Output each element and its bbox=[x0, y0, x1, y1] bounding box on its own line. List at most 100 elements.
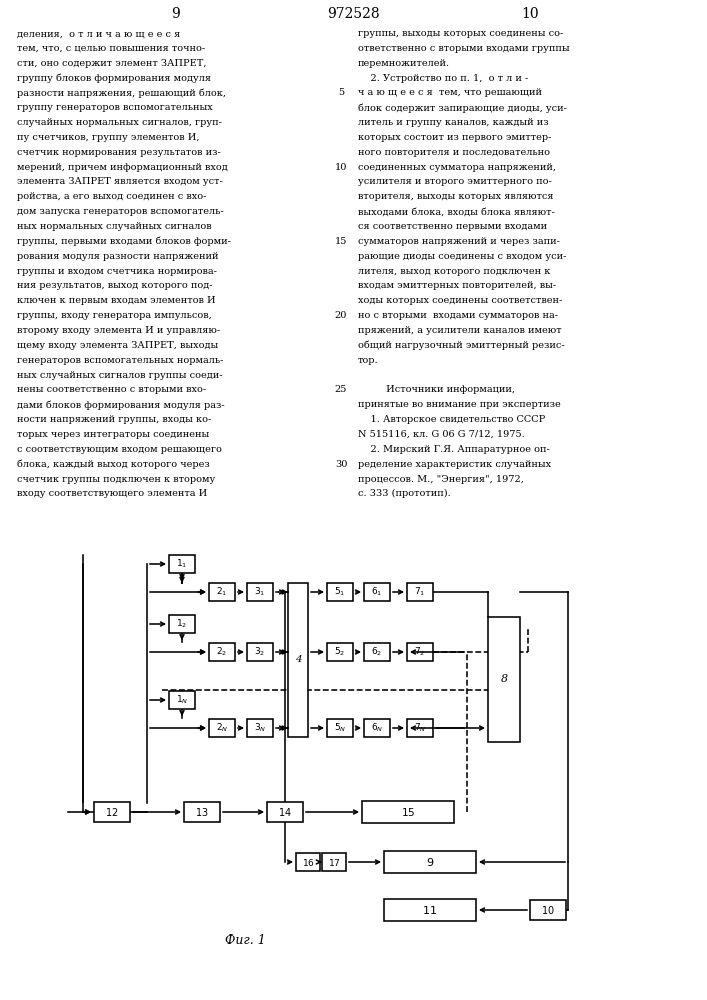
Text: 25: 25 bbox=[335, 385, 347, 394]
Text: рающие диоды соединены с входом уси-: рающие диоды соединены с входом уси- bbox=[358, 252, 566, 261]
Text: $16$: $16$ bbox=[302, 856, 315, 867]
Text: группы и входом счетчика нормирова-: группы и входом счетчика нормирова- bbox=[17, 267, 217, 276]
Bar bbox=[488, 617, 520, 742]
Text: 10: 10 bbox=[521, 7, 539, 21]
Text: ройства, а его выход соединен с вхо-: ройства, а его выход соединен с вхо- bbox=[17, 192, 206, 201]
Text: $6_N$: $6_N$ bbox=[370, 722, 383, 734]
Text: $2_2$: $2_2$ bbox=[216, 646, 228, 658]
Text: ных случайных сигналов группы соеди-: ных случайных сигналов группы соеди- bbox=[17, 371, 223, 380]
Text: ся соответственно первыми входами: ся соответственно первыми входами bbox=[358, 222, 547, 231]
Text: $1_N$: $1_N$ bbox=[176, 694, 188, 706]
Text: $6_2$: $6_2$ bbox=[371, 646, 382, 658]
Text: 4: 4 bbox=[295, 656, 301, 664]
Text: $10$: $10$ bbox=[541, 904, 555, 916]
Text: ч а ю щ е е с я  тем, что решающий: ч а ю щ е е с я тем, что решающий bbox=[358, 88, 542, 97]
Text: группы, входу генератора импульсов,: группы, входу генератора импульсов, bbox=[17, 311, 212, 320]
Text: с. 333 (прототип).: с. 333 (прототип). bbox=[358, 489, 451, 498]
Bar bbox=[407, 583, 433, 601]
Text: элемента ЗАПРЕТ является входом уст-: элемента ЗАПРЕТ является входом уст- bbox=[17, 178, 223, 186]
Text: генераторов вспомогательных нормаль-: генераторов вспомогательных нормаль- bbox=[17, 356, 223, 365]
Bar bbox=[209, 719, 235, 737]
Bar bbox=[384, 851, 476, 873]
Text: ключен к первым входам элементов И: ключен к первым входам элементов И bbox=[17, 296, 216, 305]
Text: $3_N$: $3_N$ bbox=[254, 722, 267, 734]
Bar bbox=[184, 802, 220, 822]
Text: $6_1$: $6_1$ bbox=[371, 586, 382, 598]
Text: блока, каждый выход которого через: блока, каждый выход которого через bbox=[17, 460, 210, 469]
Bar bbox=[169, 615, 195, 633]
Bar bbox=[209, 583, 235, 601]
Text: сумматоров напряжений и через запи-: сумматоров напряжений и через запи- bbox=[358, 237, 560, 246]
Text: входу соответствующего элемента И: входу соответствующего элемента И bbox=[17, 489, 207, 498]
Text: группу блоков формирования модуля: группу блоков формирования модуля bbox=[17, 74, 211, 83]
Bar bbox=[327, 643, 353, 661]
Text: щему входу элемента ЗАПРЕТ, выходы: щему входу элемента ЗАПРЕТ, выходы bbox=[17, 341, 218, 350]
Bar bbox=[247, 719, 273, 737]
Text: $1_2$: $1_2$ bbox=[176, 618, 187, 630]
Text: группу генераторов вспомогательных: группу генераторов вспомогательных bbox=[17, 103, 213, 112]
Text: входам эмиттерных повторителей, вы-: входам эмиттерных повторителей, вы- bbox=[358, 281, 556, 290]
Text: рования модуля разности напряжений: рования модуля разности напряжений bbox=[17, 252, 218, 261]
Text: принятые во внимание при экспертизе: принятые во внимание при экспертизе bbox=[358, 400, 561, 409]
Text: ности напряжений группы, входы ко-: ности напряжений группы, входы ко- bbox=[17, 415, 211, 424]
Bar bbox=[296, 853, 320, 871]
Text: блок содержит запирающие диоды, уси-: блок содержит запирающие диоды, уси- bbox=[358, 103, 567, 113]
Text: второму входу элемента И и управляю-: второму входу элемента И и управляю- bbox=[17, 326, 220, 335]
Text: 20: 20 bbox=[335, 311, 347, 320]
Text: процессов. М., "Энергия", 1972,: процессов. М., "Энергия", 1972, bbox=[358, 475, 524, 484]
Text: 972528: 972528 bbox=[327, 7, 380, 21]
Bar bbox=[327, 583, 353, 601]
Text: пу счетчиков, группу элементов И,: пу счетчиков, группу элементов И, bbox=[17, 133, 199, 142]
Text: ного повторителя и последовательно: ного повторителя и последовательно bbox=[358, 148, 550, 157]
Text: перемножителей.: перемножителей. bbox=[358, 59, 450, 68]
Text: Источники информации,: Источники информации, bbox=[358, 385, 515, 394]
Bar bbox=[209, 643, 235, 661]
Text: $5_N$: $5_N$ bbox=[334, 722, 346, 734]
Bar bbox=[407, 643, 433, 661]
Bar bbox=[169, 555, 195, 573]
Text: торых через интеграторы соединены: торых через интеграторы соединены bbox=[17, 430, 209, 439]
Text: 15: 15 bbox=[335, 237, 347, 246]
Text: тор.: тор. bbox=[358, 356, 379, 365]
Text: нены соответственно с вторыми вхо-: нены соответственно с вторыми вхо- bbox=[17, 385, 206, 394]
Text: усилителя и второго эмиттерного по-: усилителя и второго эмиттерного по- bbox=[358, 178, 551, 186]
Text: $3_2$: $3_2$ bbox=[255, 646, 266, 658]
Text: $1_1$: $1_1$ bbox=[176, 558, 187, 570]
Text: соединенных сумматора напряжений,: соединенных сумматора напряжений, bbox=[358, 163, 556, 172]
Text: ных нормальных случайных сигналов: ных нормальных случайных сигналов bbox=[17, 222, 211, 231]
Text: счетчик группы подключен к второму: счетчик группы подключен к второму bbox=[17, 475, 215, 484]
Text: $5_2$: $5_2$ bbox=[334, 646, 346, 658]
Text: дом запуска генераторов вспомогатель-: дом запуска генераторов вспомогатель- bbox=[17, 207, 223, 216]
Text: 2. Устройство по п. 1,  о т л и -: 2. Устройство по п. 1, о т л и - bbox=[358, 74, 528, 83]
Text: группы, выходы которых соединены со-: группы, выходы которых соединены со- bbox=[358, 29, 563, 38]
Bar bbox=[247, 583, 273, 601]
Text: случайных нормальных сигналов, груп-: случайных нормальных сигналов, груп- bbox=[17, 118, 222, 127]
Text: $7_N$: $7_N$ bbox=[414, 722, 426, 734]
Text: разности напряжения, решающий блок,: разности напряжения, решающий блок, bbox=[17, 88, 226, 98]
Text: сти, оно содержит элемент ЗАПРЕТ,: сти, оно содержит элемент ЗАПРЕТ, bbox=[17, 59, 206, 68]
Text: литель и группу каналов, каждый из: литель и группу каналов, каждый из bbox=[358, 118, 549, 127]
Bar bbox=[94, 802, 130, 822]
Text: 2. Мирский Г.Я. Аппаратурное оп-: 2. Мирский Г.Я. Аппаратурное оп- bbox=[358, 445, 550, 454]
Text: ния результатов, выход которого под-: ния результатов, выход которого под- bbox=[17, 281, 213, 290]
Text: $14$: $14$ bbox=[278, 806, 292, 818]
Bar bbox=[327, 719, 353, 737]
Bar bbox=[407, 719, 433, 737]
Text: 9: 9 bbox=[172, 7, 180, 21]
Text: выходами блока, входы блока являют-: выходами блока, входы блока являют- bbox=[358, 207, 555, 216]
Bar bbox=[384, 899, 476, 921]
Bar bbox=[364, 643, 390, 661]
Text: тем, что, с целью повышения точно-: тем, что, с целью повышения точно- bbox=[17, 44, 205, 53]
Bar bbox=[530, 900, 566, 920]
Text: $2_N$: $2_N$ bbox=[216, 722, 228, 734]
Text: $17$: $17$ bbox=[327, 856, 340, 867]
Bar bbox=[364, 719, 390, 737]
Text: 1. Авторское свидетельство СССР: 1. Авторское свидетельство СССР bbox=[358, 415, 545, 424]
Text: $9$: $9$ bbox=[426, 856, 434, 868]
Text: общий нагрузочный эмиттерный резис-: общий нагрузочный эмиттерный резис- bbox=[358, 341, 565, 350]
Text: но с вторыми  входами сумматоров на-: но с вторыми входами сумматоров на- bbox=[358, 311, 558, 320]
Bar bbox=[169, 691, 195, 709]
Text: дами блоков формирования модуля раз-: дами блоков формирования модуля раз- bbox=[17, 400, 225, 410]
Bar bbox=[267, 802, 303, 822]
Text: Фиг. 1: Фиг. 1 bbox=[225, 934, 265, 946]
